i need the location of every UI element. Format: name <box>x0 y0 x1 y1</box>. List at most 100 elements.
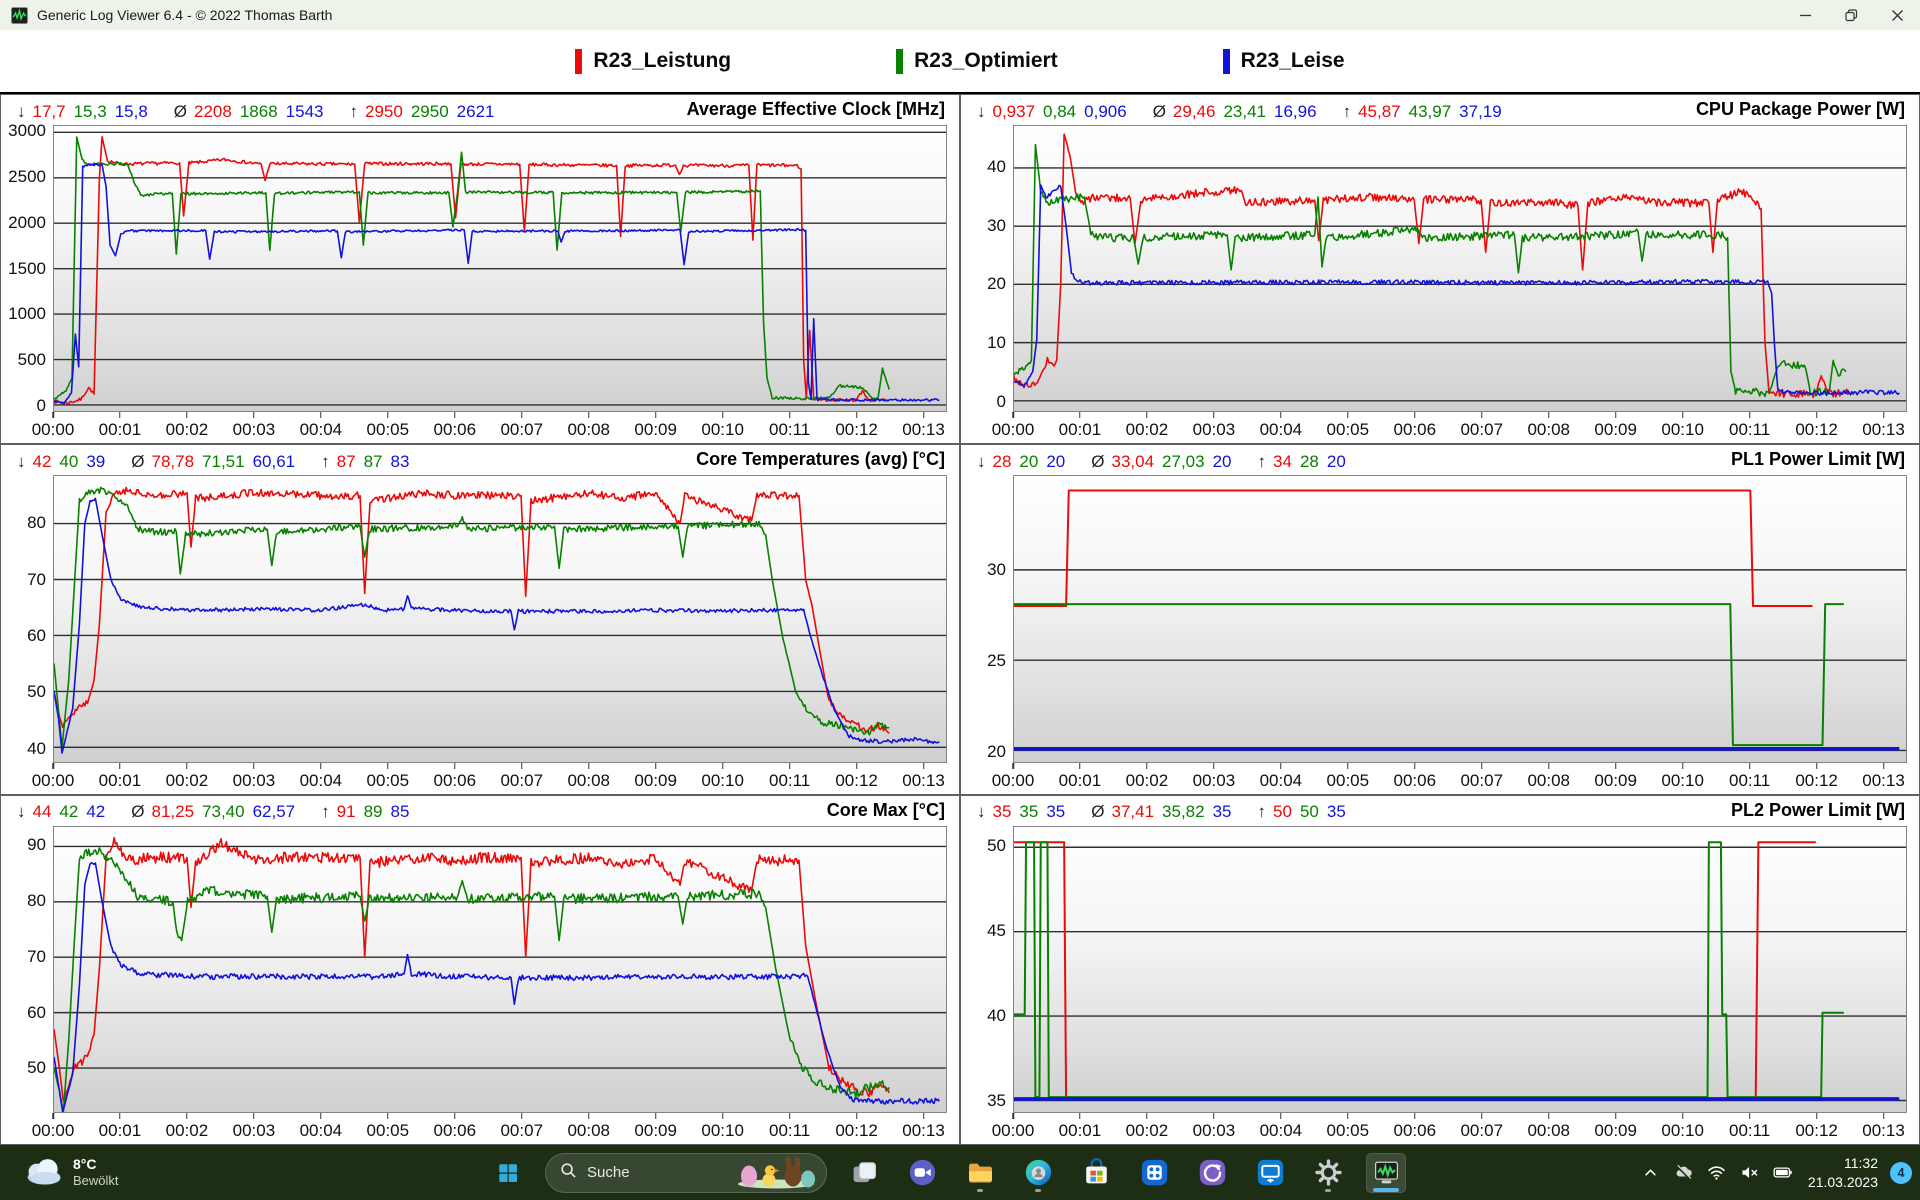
x-tick-label: 00:06 <box>1393 1121 1437 1140</box>
x-tick-label: 00:06 <box>433 770 477 790</box>
search-box[interactable]: Suche <box>545 1152 827 1193</box>
stat-max-value: 85 <box>390 802 410 822</box>
plot-area-pl2-power-limit[interactable] <box>1013 825 1907 1113</box>
y-axis-labels: 20 25 30 <box>967 475 1013 762</box>
x-tick-label: 00:03 <box>1192 770 1236 790</box>
legend-item-r23_leise[interactable]: R23_Leise <box>1222 48 1345 74</box>
legend-item-r23_optimiert[interactable]: R23_Optimiert <box>896 48 1058 74</box>
stat-max-value: 89 <box>363 802 383 822</box>
x-tick-label: 00:09 <box>1594 770 1637 790</box>
wifi-icon[interactable] <box>1704 1160 1730 1186</box>
stat-max-value: 20 <box>1326 451 1346 471</box>
x-tick-mark <box>1414 1113 1416 1119</box>
connect-app-icon[interactable] <box>1250 1153 1290 1193</box>
close-button[interactable] <box>1874 0 1920 30</box>
x-tick-label: 00:03 <box>1192 420 1236 440</box>
x-tick-mark <box>119 412 121 419</box>
minimize-button[interactable] <box>1782 0 1828 30</box>
stat-avg-value: 1543 <box>285 101 324 121</box>
x-tick-mark <box>788 412 791 419</box>
series-line-R23_Optimiert <box>1014 842 1844 1097</box>
chart-panel-average-effective-clock: ↓ 17,7 15,3 15,8 Ø 2208 1868 1543 ↑ 2950 2950 2621 A… <box>0 94 960 445</box>
plot-area-cpu-package-power[interactable] <box>1013 125 1907 413</box>
chart-panel-pl2-power-limit: ↓ 35 35 35 Ø 37,41 35,82 35 ↑ 50 50 35 PL2 Power Lim… <box>960 794 1920 1145</box>
x-tick-mark <box>52 412 54 419</box>
series-line-R23_Optimiert <box>1014 145 1846 397</box>
weather-widget[interactable]: 8°C Bewölkt <box>16 1145 127 1200</box>
task-view-icon[interactable] <box>844 1153 884 1193</box>
x-tick-label: 00:07 <box>500 1121 544 1140</box>
legend-item-r23_leistung[interactable]: R23_Leistung <box>575 48 731 74</box>
x-tick-label: 00:07 <box>1460 1121 1504 1140</box>
x-tick-mark <box>654 412 657 419</box>
x-tick-label: 00:11 <box>1728 770 1771 790</box>
microsoft-365-icon[interactable] <box>1134 1153 1174 1193</box>
x-tick-label: 00:04 <box>1259 1121 1303 1140</box>
x-tick-label: 00:08 <box>1527 1121 1570 1140</box>
taskbar-clock[interactable]: 11:32 21.03.2023 <box>1808 1154 1878 1192</box>
stat-max-value: 50 <box>1273 802 1292 822</box>
y-tick-label: 40 <box>987 1006 1006 1026</box>
stat-avg-value: 16,96 <box>1274 101 1317 121</box>
x-axis-labels: 00:00 00:01 00:02 00:03 00:04 00:05 00:06 00:07… <box>32 1113 947 1142</box>
stat-avg-value: 35 <box>1212 802 1232 822</box>
x-tick-mark <box>387 762 389 769</box>
y-tick-label: 45 <box>987 921 1006 941</box>
x-tick-mark <box>1146 412 1148 419</box>
x-tick-mark <box>1146 762 1148 769</box>
x-tick-mark <box>1213 1113 1215 1119</box>
x-tick-label: 00:02 <box>165 1121 209 1140</box>
x-tick-mark <box>922 1113 925 1119</box>
plot-area-core-max[interactable] <box>53 825 947 1113</box>
chart-title-average-effective-clock: Average Effective Clock [MHz] <box>686 99 945 119</box>
x-tick-mark <box>1614 762 1617 769</box>
x-tick-mark <box>1681 412 1684 419</box>
chevron-up-icon[interactable] <box>1638 1160 1664 1186</box>
x-tick-mark <box>1614 412 1617 419</box>
plot-area-core-temperatures-avg[interactable] <box>53 475 947 763</box>
x-tick-label: 00:08 <box>567 1121 610 1140</box>
stat-symbol-max: ↑ <box>349 101 359 121</box>
x-tick-mark <box>1079 762 1081 769</box>
onedrive-offline-icon[interactable] <box>1671 1160 1697 1186</box>
plot-area-pl1-power-limit[interactable] <box>1013 475 1907 763</box>
x-tick-label: 00:00 <box>991 1121 1035 1140</box>
volume-muted-icon[interactable] <box>1737 1160 1763 1186</box>
x-tick-label: 00:10 <box>701 770 744 790</box>
x-axis-labels: 00:00 00:01 00:02 00:03 00:04 00:05 00:06 00:07… <box>992 1113 1907 1142</box>
store-icon[interactable] <box>1076 1153 1116 1193</box>
x-tick-mark <box>1012 762 1014 769</box>
sync-app-icon[interactable] <box>1192 1153 1232 1193</box>
stat-symbol-max: ↑ <box>1257 802 1267 822</box>
file-explorer-icon[interactable] <box>960 1153 1000 1193</box>
x-tick-label: 00:05 <box>1326 1121 1370 1140</box>
stat-min-value: 0,906 <box>1084 101 1127 121</box>
x-tick-label: 00:04 <box>1259 770 1303 790</box>
settings-icon[interactable] <box>1308 1153 1348 1193</box>
y-tick-label: 20 <box>987 274 1006 294</box>
start-button[interactable] <box>488 1153 528 1193</box>
plot-area-average-effective-clock[interactable] <box>53 125 947 413</box>
y-tick-label: 40 <box>27 738 46 758</box>
y-tick-label: 2000 <box>8 212 46 232</box>
series-line-R23_Optimiert <box>1014 605 1844 746</box>
x-tick-label: 00:06 <box>1393 770 1437 790</box>
y-axis-labels: 50 60 70 80 90 <box>7 826 53 1113</box>
app-icon[interactable] <box>10 6 29 25</box>
x-tick-label: 00:01 <box>98 770 142 790</box>
notification-badge[interactable]: 4 <box>1890 1161 1912 1184</box>
chat-icon[interactable] <box>902 1153 942 1193</box>
battery-icon[interactable] <box>1770 1160 1796 1186</box>
generic-log-viewer-icon[interactable] <box>1366 1152 1406 1193</box>
y-tick-label: 1000 <box>8 304 46 324</box>
edge-icon[interactable] <box>1018 1153 1058 1193</box>
x-tick-label: 00:02 <box>1125 420 1169 440</box>
x-tick-mark <box>721 412 724 419</box>
series-line-R23_Leistung <box>54 488 889 734</box>
x-tick-label: 00:11 <box>768 1121 811 1140</box>
x-tick-mark <box>1481 1113 1483 1119</box>
restore-button[interactable] <box>1828 0 1874 30</box>
y-axis-labels: 0 500 1000 1500 2000 2500 3000 <box>7 121 53 415</box>
x-tick-mark <box>1815 412 1818 419</box>
